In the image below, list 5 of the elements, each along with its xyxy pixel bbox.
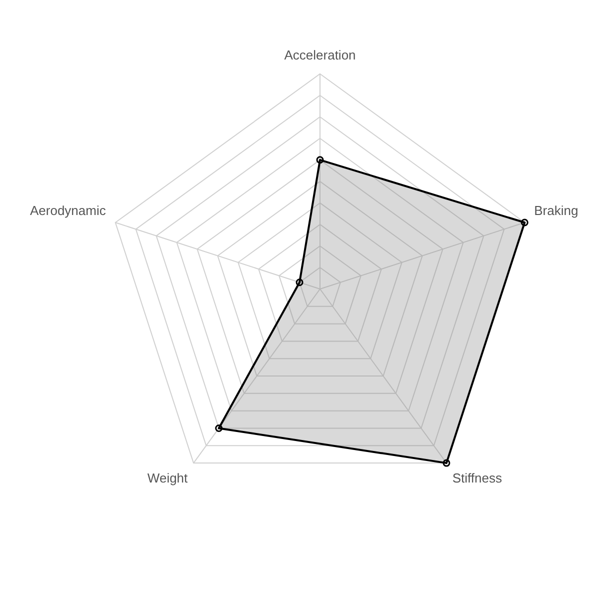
spoke-label: Weight xyxy=(147,470,188,486)
spoke-label: Stiffness xyxy=(452,470,502,486)
spoke-label: Braking xyxy=(534,203,578,218)
spoke-label: Acceleration xyxy=(284,48,356,63)
spoke-label: Aerodynamic xyxy=(30,203,106,218)
